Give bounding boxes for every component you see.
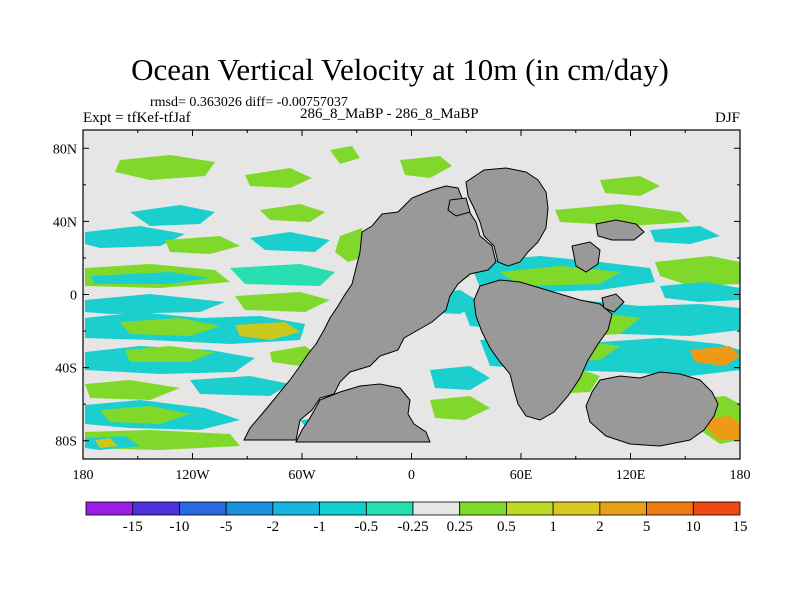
- colorbar-box: [459, 501, 507, 516]
- colorbar-label: -15: [123, 519, 143, 535]
- velocity-patch: [500, 266, 620, 286]
- colorbar-label: -1: [313, 519, 326, 535]
- colorbar-label: 15: [733, 519, 748, 535]
- colorbar-label: -0.25: [397, 519, 428, 535]
- colorbar-label: -0.5: [354, 519, 378, 535]
- colorbar-labels: -15 -10 -5 -2 -1 -0.5 -0.25 0.25 0.5 1 2 5 10 15: [123, 519, 748, 535]
- lat-tick-label: 80N: [53, 142, 77, 157]
- colorbar-box: [85, 501, 134, 516]
- landmass-far-east: [585, 371, 719, 447]
- stats-line: rmsd= 0.363026 diff= -0.00757037: [150, 95, 348, 110]
- lat-tick-label: 0: [70, 289, 77, 304]
- velocity-patch: [190, 376, 290, 396]
- lat-tick-label: 80S: [55, 435, 77, 450]
- velocity-patch: [260, 204, 325, 222]
- landmass-north: [465, 167, 549, 267]
- velocity-patch: [330, 146, 360, 164]
- experiment-label: Expt = tfKef-tfJaf: [83, 110, 191, 126]
- lat-tick-label: 40N: [53, 215, 77, 230]
- colorbar-box: [599, 501, 647, 516]
- colorbar-label: 0.5: [497, 519, 516, 535]
- colorbar-label: -10: [169, 519, 189, 535]
- velocity-patch: [600, 176, 660, 196]
- lon-tick-label: 60E: [510, 468, 533, 483]
- lon-tick-label: 60W: [288, 468, 316, 483]
- velocity-patch: [115, 155, 215, 180]
- colorbar-label: 2: [596, 519, 604, 535]
- velocity-patch: [95, 438, 118, 448]
- lon-tick-label: 120W: [175, 468, 210, 483]
- velocity-patch: [120, 318, 220, 336]
- latitude-labels: 80N 40N 0 40S 80S: [53, 142, 77, 449]
- landmass-east: [473, 279, 613, 421]
- lon-tick-label: 180: [73, 468, 94, 483]
- colorbar-box: [319, 501, 367, 516]
- colorbar-label: -2: [267, 519, 280, 535]
- colorbar-box: [272, 501, 320, 516]
- colorbar-label: 1: [549, 519, 557, 535]
- colorbar-label: 5: [643, 519, 651, 535]
- velocity-patch: [100, 406, 190, 424]
- velocity-patch: [655, 256, 740, 286]
- velocity-patch: [165, 236, 240, 254]
- lon-tick-label: 180: [730, 468, 751, 483]
- velocity-patch: [250, 232, 330, 252]
- lon-tick-label: 0: [408, 468, 415, 483]
- colorbar-box: [412, 501, 461, 516]
- velocity-patch: [660, 282, 740, 302]
- colorbar-box: [179, 501, 227, 516]
- velocity-patch: [235, 322, 300, 340]
- land-mass: [243, 167, 719, 447]
- colorbar-box: [365, 501, 414, 516]
- velocity-patch: [430, 396, 490, 420]
- map-plot-area: [83, 130, 740, 459]
- colorbar-label: 0.25: [447, 519, 473, 535]
- colorbar-label: 10: [686, 519, 701, 535]
- velocity-patch: [245, 168, 312, 188]
- velocity-patch: [125, 346, 215, 362]
- colorbar-label: -5: [220, 519, 233, 535]
- colorbar: [85, 501, 741, 516]
- velocity-patch: [85, 380, 180, 400]
- colorbar-box: [132, 501, 180, 516]
- velocity-patch: [650, 226, 720, 244]
- axis-ticks: [82, 130, 741, 459]
- colorbar-box: [225, 501, 274, 516]
- longitude-labels: 180 120W 60W 0 60E 120E 180: [73, 468, 751, 483]
- landmass-south: [295, 383, 431, 443]
- lon-tick-label: 120E: [616, 468, 646, 483]
- velocity-patch: [85, 226, 185, 248]
- velocity-patch: [690, 346, 740, 366]
- velocity-patch: [130, 205, 215, 226]
- velocity-patch: [90, 272, 210, 284]
- velocity-patch: [230, 264, 335, 286]
- case-label: 286_8_MaBP - 286_8_MaBP: [300, 106, 479, 122]
- velocity-patch: [430, 366, 490, 390]
- colorbar-box: [692, 501, 741, 516]
- colorbar-box: [552, 501, 601, 516]
- colorbar-box: [646, 501, 694, 516]
- colorbar-box: [506, 501, 554, 516]
- island: [595, 219, 645, 241]
- velocity-patch: [235, 292, 330, 312]
- lat-tick-label: 40S: [55, 362, 77, 377]
- map-title: Ocean Vertical Velocity at 10m (in cm/da…: [131, 52, 669, 87]
- island: [571, 241, 601, 273]
- island: [447, 197, 471, 217]
- season-label: DJF: [714, 110, 740, 126]
- island: [601, 293, 625, 313]
- velocity-patch: [400, 156, 452, 178]
- velocity-patch: [555, 204, 690, 226]
- velocity-patch: [85, 294, 225, 314]
